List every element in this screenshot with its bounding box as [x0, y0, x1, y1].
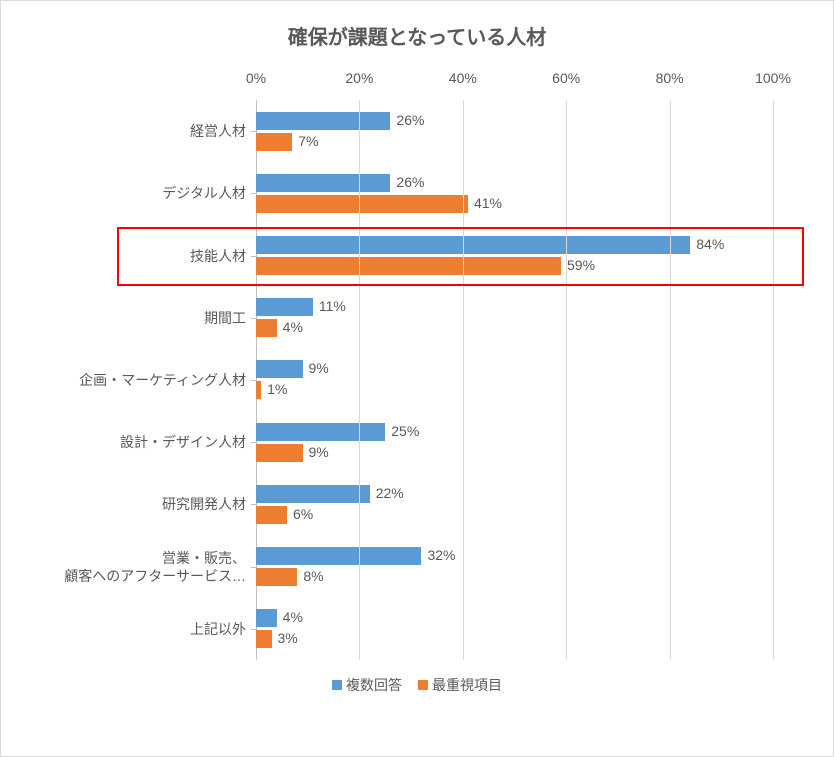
category-label: デジタル人材 — [31, 184, 256, 202]
bar — [256, 236, 690, 254]
bar-value-label: 9% — [309, 444, 329, 460]
bar — [256, 423, 385, 441]
bar — [256, 381, 261, 399]
legend-swatch — [332, 680, 342, 690]
category-label: 設計・デザイン人材 — [31, 433, 256, 451]
bar — [256, 319, 277, 337]
legend-label: 複数回答 — [346, 675, 402, 695]
bar-value-label: 26% — [396, 174, 424, 190]
bar — [256, 485, 370, 503]
bar-value-label: 3% — [278, 630, 298, 646]
category-label: 上記以外 — [31, 620, 256, 638]
gridline — [773, 100, 774, 660]
bars-area: 経営人材26%7%デジタル人材26%41%技能人材84%59%期間工11%4%企… — [256, 100, 773, 660]
bar-value-label: 59% — [567, 257, 595, 273]
plot-area: 0%20%40%60%80%100% 経営人材26%7%デジタル人材26%41%… — [256, 70, 773, 660]
chart-container: 確保が課題となっている人材 0% 20% 40% 60% 80% 100% 経営人材 26%… — [0, 0, 834, 757]
category-label: 期間工 — [31, 309, 256, 327]
category-label: 企画・マーケティング人材 — [31, 371, 256, 389]
gridline — [566, 100, 567, 660]
bar-value-label: 32% — [427, 547, 455, 563]
category-group: 期間工11%4% — [256, 287, 773, 349]
bar-value-label: 25% — [391, 423, 419, 439]
bar-value-label: 22% — [376, 485, 404, 501]
x-tick-label: 40% — [449, 70, 477, 86]
category-group: 経営人材26%7% — [256, 100, 773, 162]
bar-value-label: 7% — [298, 133, 318, 149]
bar — [256, 444, 303, 462]
bar-value-label: 4% — [283, 319, 303, 335]
category-group: 設計・デザイン人材25%9% — [256, 411, 773, 473]
x-tick-label: 80% — [656, 70, 684, 86]
legend: 複数回答 最重視項目 — [31, 675, 803, 695]
x-tick-label: 20% — [345, 70, 373, 86]
bar-value-label: 9% — [309, 360, 329, 376]
category-group: 研究開発人材22%6% — [256, 473, 773, 535]
bar-value-label: 6% — [293, 506, 313, 522]
category-label: 営業・販売、顧客へのアフターサービス… — [31, 548, 256, 584]
bar — [256, 133, 292, 151]
bar — [256, 609, 277, 627]
legend-item: 最重視項目 — [418, 675, 502, 695]
bar-value-label: 41% — [474, 195, 502, 211]
legend-swatch — [418, 680, 428, 690]
legend-item: 複数回答 — [332, 675, 402, 695]
bar — [256, 360, 303, 378]
x-tick-label: 100% — [755, 70, 791, 86]
gridline — [463, 100, 464, 660]
bar — [256, 195, 468, 213]
category-group: 上記以外4%3% — [256, 598, 773, 660]
x-tick-label: 60% — [552, 70, 580, 86]
bar — [256, 257, 561, 275]
bar — [256, 568, 297, 586]
bar-value-label: 26% — [396, 112, 424, 128]
bar-value-label: 8% — [303, 568, 323, 584]
category-group: 技能人材84%59% — [256, 224, 773, 286]
legend-label: 最重視項目 — [432, 675, 502, 695]
chart-title: 確保が課題となっている人材 — [31, 21, 803, 50]
bar-value-label: 1% — [267, 381, 287, 397]
category-group: デジタル人材26%41% — [256, 162, 773, 224]
bar — [256, 547, 421, 565]
x-tick-label: 0% — [246, 70, 266, 86]
bar-value-label: 11% — [319, 298, 346, 314]
bar — [256, 630, 272, 648]
bar — [256, 298, 313, 316]
category-label: 技能人材 — [31, 246, 256, 264]
gridline — [359, 100, 360, 660]
bar-value-label: 84% — [696, 236, 724, 252]
bar — [256, 112, 390, 130]
category-group: 企画・マーケティング人材9%1% — [256, 349, 773, 411]
bar — [256, 506, 287, 524]
bar-value-label: 4% — [283, 609, 303, 625]
gridline — [670, 100, 671, 660]
bar — [256, 174, 390, 192]
category-label: 研究開発人材 — [31, 495, 256, 513]
x-axis: 0%20%40%60%80%100% — [256, 70, 773, 100]
category-label: 経営人材 — [31, 122, 256, 140]
category-group: 営業・販売、顧客へのアフターサービス…32%8% — [256, 536, 773, 598]
